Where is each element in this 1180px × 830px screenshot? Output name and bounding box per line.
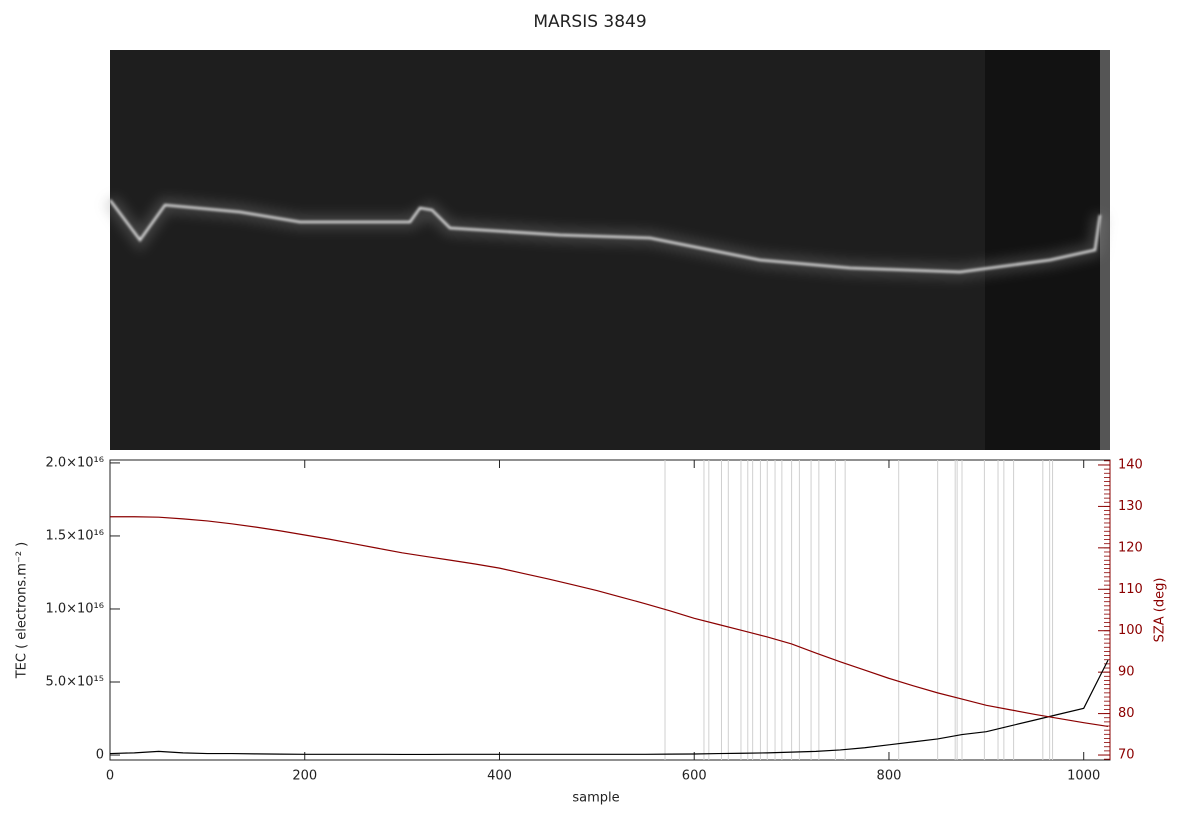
y-axis-label: TEC ( electrons.m⁻² ) (15, 542, 30, 680)
series-line (109, 659, 1109, 756)
x-tick-label: 800 (877, 769, 902, 784)
x-tick-label: 400 (487, 769, 512, 784)
y2-tick-label: 130 (1118, 499, 1143, 514)
y-tick-label: 2.0×10¹⁶ (45, 455, 104, 470)
x-tick-label: 1000 (1067, 769, 1100, 784)
plot-frame (109, 459, 1111, 761)
y2-tick-label: 70 (1118, 748, 1135, 763)
chart-title: MARSIS 3849 (533, 12, 646, 32)
y2-tick-label: 80 (1118, 706, 1135, 721)
y2-tick-label: 110 (1118, 582, 1143, 597)
x-axis-label: sample (572, 791, 619, 806)
x-tick-label: 600 (682, 769, 707, 784)
x-tick-label: 200 (292, 769, 317, 784)
y-tick-label: 1.0×10¹⁶ (45, 601, 104, 616)
radargram (104, 50, 1110, 450)
x-tick-label: 0 (106, 769, 114, 784)
y-tick-label: 5.0×10¹⁵ (45, 675, 104, 690)
series-line (110, 516, 1109, 728)
y2-tick-label: 120 (1118, 540, 1143, 555)
y2-tick-label: 140 (1118, 457, 1143, 472)
y-tick-label: 0 (96, 748, 104, 763)
y2-tick-label: 100 (1118, 623, 1143, 638)
y2-axis-label: SZA (deg) (1153, 578, 1168, 643)
y-tick-label: 1.5×10¹⁶ (45, 528, 104, 543)
y2-tick-label: 90 (1118, 665, 1135, 680)
